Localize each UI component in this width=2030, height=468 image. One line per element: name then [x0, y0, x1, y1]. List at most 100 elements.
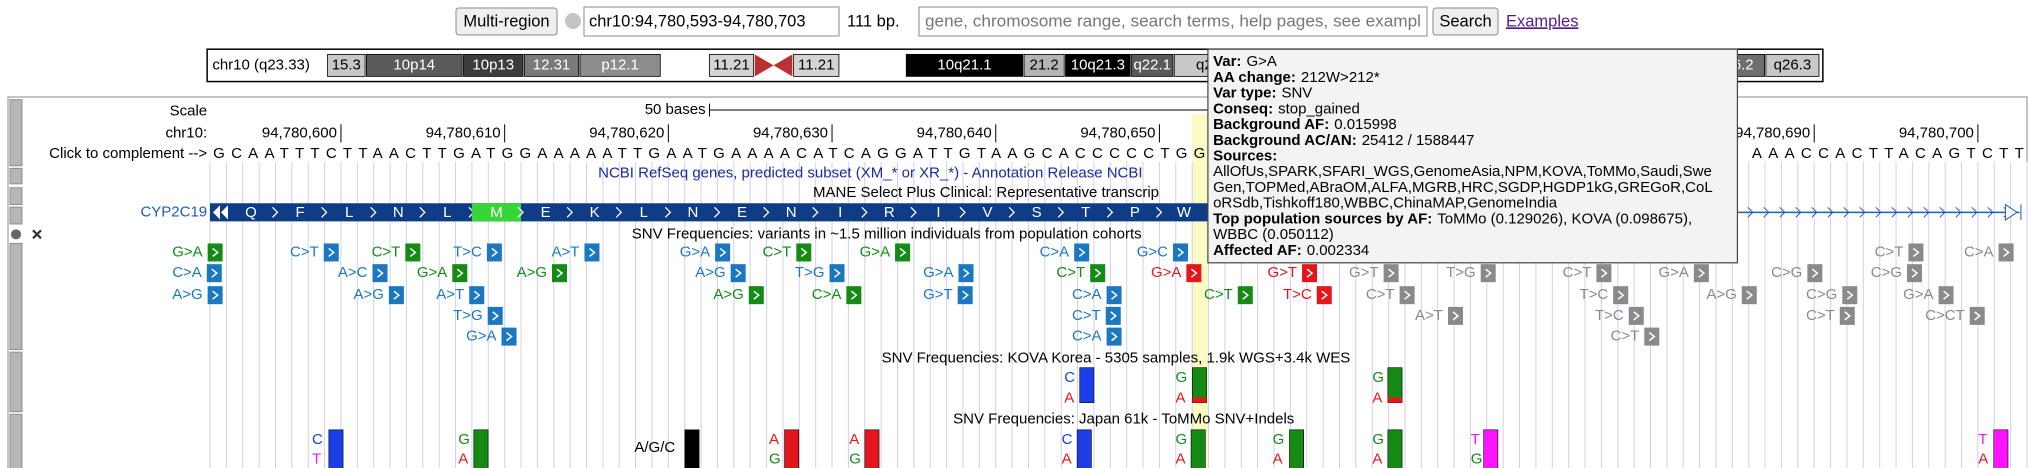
variant-marker[interactable]: [1106, 327, 1122, 346]
variant-label[interactable]: C>T: [290, 243, 319, 260]
variant-marker[interactable]: [958, 264, 974, 283]
variant-label[interactable]: G>A: [860, 243, 890, 260]
variant-marker[interactable]: [1090, 264, 1106, 283]
variant-label[interactable]: C>T: [1072, 307, 1101, 324]
gene-name[interactable]: CYP2C19: [140, 203, 207, 220]
variant-label[interactable]: A>G: [695, 264, 725, 281]
variant-marker[interactable]: [486, 243, 502, 262]
variant-marker[interactable]: [957, 286, 973, 305]
variant-label[interactable]: C>T: [1204, 286, 1233, 303]
frequency-bar[interactable]: [1483, 429, 1499, 468]
variant-label[interactable]: A>G: [1706, 286, 1736, 303]
variant-label[interactable]: C>T: [1806, 307, 1835, 324]
variant-marker[interactable]: [323, 243, 339, 262]
variant-marker[interactable]: [1613, 286, 1629, 305]
variant-label[interactable]: C>G: [1771, 264, 1802, 281]
variant-label[interactable]: C>T: [372, 243, 401, 260]
position-text[interactable]: chr10:94,780,593-94,780,703: [589, 12, 806, 30]
variant-label[interactable]: T>G: [453, 307, 483, 324]
variant-marker[interactable]: [487, 306, 503, 325]
variant-label[interactable]: A>T: [1415, 307, 1443, 324]
variant-marker[interactable]: [1907, 264, 1923, 283]
search-input[interactable]: [918, 6, 1428, 37]
variant-label[interactable]: G>T: [1349, 264, 1379, 281]
variant-marker[interactable]: [1839, 306, 1855, 325]
variant-label[interactable]: G>A: [466, 328, 496, 345]
variant-label[interactable]: T>C: [1595, 307, 1624, 324]
multi-region-label[interactable]: Multi-region: [463, 12, 549, 30]
variant-marker[interactable]: [1969, 306, 1985, 325]
variant-label[interactable]: G>T: [923, 286, 953, 303]
variant-marker[interactable]: [1172, 243, 1188, 262]
variant-label[interactable]: G>A: [1658, 264, 1688, 281]
frequency-bar[interactable]: [784, 429, 800, 468]
frequency-bar[interactable]: [473, 429, 489, 468]
variant-marker[interactable]: [895, 243, 911, 262]
variant-marker[interactable]: [469, 286, 485, 305]
variant-label[interactable]: G>A: [680, 243, 710, 260]
variant-marker[interactable]: [730, 264, 746, 283]
variant-marker[interactable]: [1998, 243, 2014, 262]
variant-label[interactable]: C>G: [1871, 264, 1902, 281]
variant-label[interactable]: C>T: [1056, 264, 1085, 281]
variant-label[interactable]: C>T: [1563, 264, 1592, 281]
variant-marker[interactable]: [388, 286, 404, 305]
variant-marker[interactable]: [452, 264, 468, 283]
variant-marker[interactable]: [1106, 286, 1122, 305]
variant-marker[interactable]: [501, 327, 517, 346]
variant-label[interactable]: C>A: [1072, 286, 1102, 303]
variant-marker[interactable]: [796, 243, 812, 262]
variant-label[interactable]: G>A: [923, 264, 953, 281]
variant-label[interactable]: G>A: [417, 264, 447, 281]
frequency-bar[interactable]: [1993, 429, 2009, 468]
variant-label[interactable]: C>T: [763, 243, 792, 260]
variant-label[interactable]: C>T: [1875, 243, 1904, 260]
variant-marker[interactable]: [1480, 264, 1496, 283]
variant-label[interactable]: G>T: [1267, 264, 1297, 281]
variant-label[interactable]: G>A: [1903, 286, 1933, 303]
variant-label[interactable]: C>A: [172, 264, 202, 281]
variant-label[interactable]: T>G: [1446, 264, 1476, 281]
frequency-bar[interactable]: [1079, 367, 1095, 403]
frequency-bar[interactable]: [1387, 429, 1403, 468]
variant-marker[interactable]: [1074, 243, 1090, 262]
coding-exon[interactable]: [210, 203, 1208, 222]
variant-marker[interactable]: [206, 264, 222, 283]
variant-label[interactable]: T>G: [795, 264, 825, 281]
variant-marker[interactable]: [1908, 243, 1924, 262]
variant-marker[interactable]: [1105, 306, 1121, 325]
variant-marker[interactable]: [1741, 286, 1757, 305]
variant-marker[interactable]: [405, 243, 421, 262]
examples-link[interactable]: Examples: [1506, 12, 1578, 30]
frequency-bar[interactable]: [1192, 367, 1207, 403]
variant-label[interactable]: G>C: [1137, 243, 1168, 260]
variant-label[interactable]: C>A: [1040, 243, 1070, 260]
frequency-bar[interactable]: [864, 429, 880, 468]
variant-marker[interactable]: [1399, 286, 1415, 305]
variant-marker[interactable]: [1596, 264, 1612, 283]
variant-label[interactable]: A>G: [172, 286, 202, 303]
variant-marker[interactable]: [207, 243, 223, 262]
variant-label[interactable]: A>G: [353, 286, 383, 303]
variant-marker[interactable]: [552, 264, 567, 283]
variant-label[interactable]: C>A: [1964, 243, 1994, 260]
variant-marker[interactable]: [1383, 264, 1399, 283]
frequency-bar[interactable]: [328, 429, 344, 468]
multi-region-button[interactable]: [455, 7, 558, 36]
frequency-bar[interactable]: [1387, 367, 1403, 403]
variant-marker[interactable]: [1807, 264, 1823, 283]
variant-marker[interactable]: [748, 286, 764, 305]
complement-label[interactable]: Click to complement -->: [49, 145, 207, 162]
variant-label[interactable]: T>C: [1283, 286, 1312, 303]
variant-label[interactable]: C>A: [812, 286, 842, 303]
variant-marker[interactable]: [1628, 306, 1644, 325]
variant-label[interactable]: C>CT: [1925, 307, 1965, 324]
variant-marker[interactable]: [584, 243, 600, 262]
frequency-bar[interactable]: [1289, 429, 1305, 468]
frequency-bar[interactable]: [1190, 429, 1206, 468]
variant-marker[interactable]: [1186, 264, 1202, 283]
frequency-bar[interactable]: [684, 429, 700, 468]
variant-marker[interactable]: [372, 264, 388, 283]
variant-label[interactable]: A>T: [552, 243, 580, 260]
variant-label[interactable]: C>G: [1806, 286, 1837, 303]
